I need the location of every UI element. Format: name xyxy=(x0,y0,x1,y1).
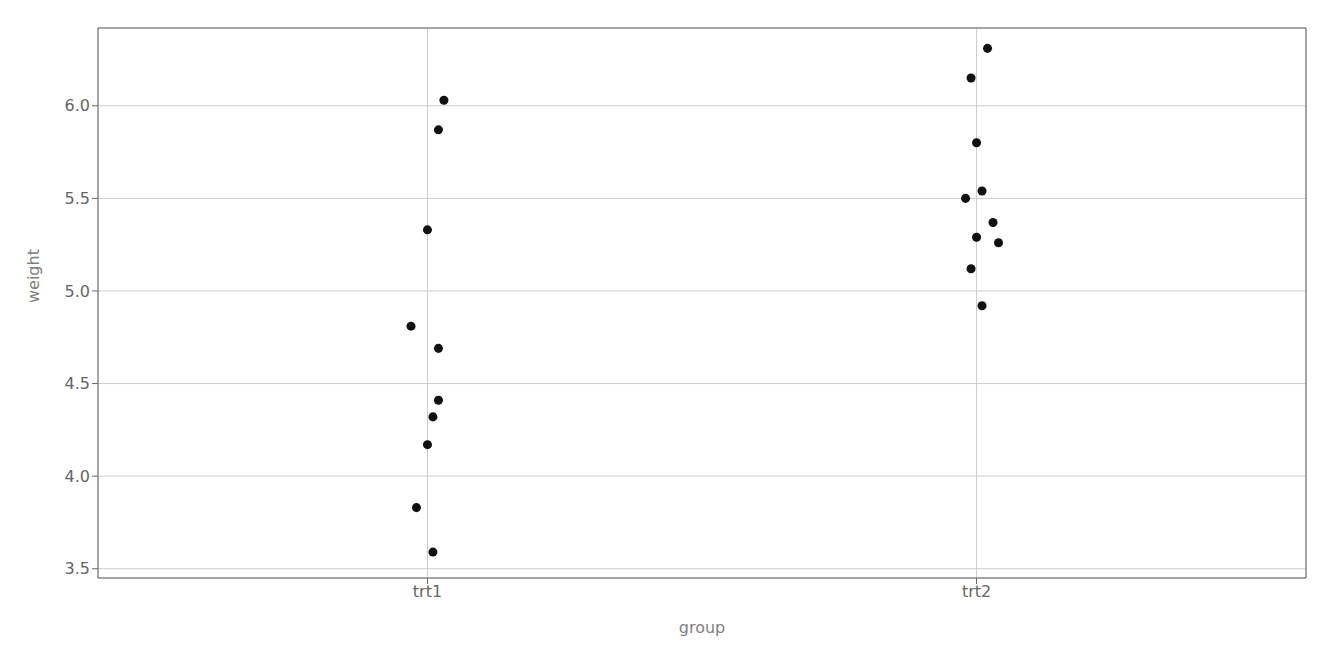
svg-text:3.5: 3.5 xyxy=(65,559,90,578)
svg-text:weight: weight xyxy=(24,249,43,303)
svg-text:6.0: 6.0 xyxy=(65,96,90,115)
svg-text:5.0: 5.0 xyxy=(65,282,90,301)
svg-text:group: group xyxy=(679,618,725,637)
svg-text:5.5: 5.5 xyxy=(65,189,90,208)
svg-text:4.5: 4.5 xyxy=(65,374,90,393)
svg-text:trt2: trt2 xyxy=(962,582,991,601)
svg-text:4.0: 4.0 xyxy=(65,467,90,486)
svg-text:trt1: trt1 xyxy=(413,582,442,601)
